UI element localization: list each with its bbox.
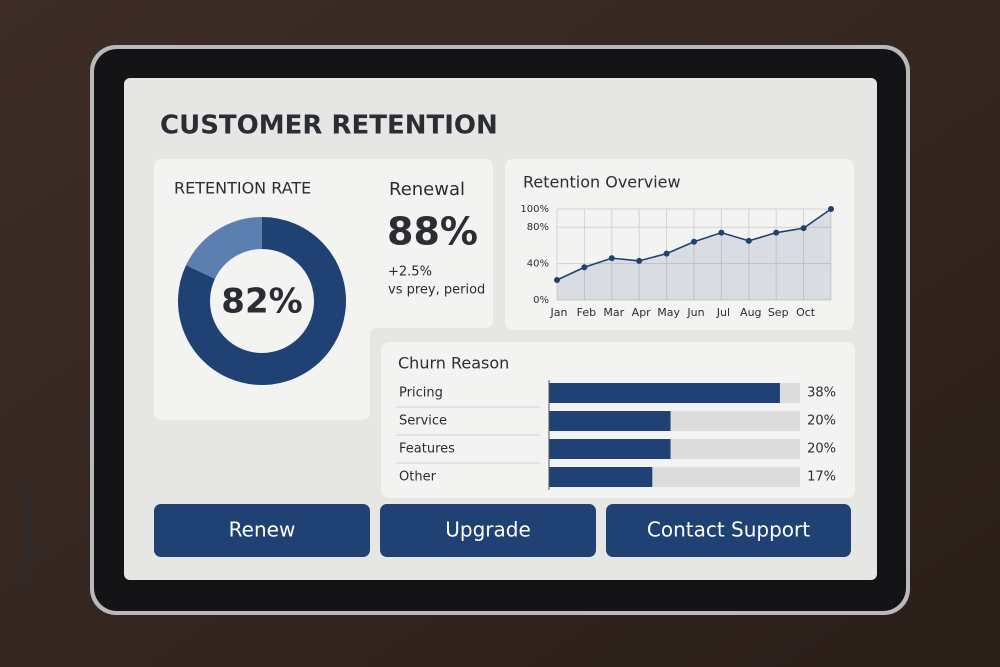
x-tick-label: Jan <box>550 306 568 319</box>
churn-label: Features <box>399 442 455 457</box>
y-tick-label: 0% <box>533 295 549 306</box>
overview-title: Retention Overview <box>523 173 681 192</box>
retention-value: 82% <box>221 282 302 322</box>
x-tick-label: Apr <box>632 306 652 319</box>
button-label[interactable]: Contact Support <box>647 518 810 542</box>
button-label[interactable]: Upgrade <box>445 518 531 542</box>
y-tick-label: 100% <box>520 204 549 215</box>
line-point <box>800 225 807 232</box>
button[interactable] <box>380 504 596 557</box>
x-tick-label: Feb <box>577 306 596 319</box>
y-tick-label: 80% <box>527 222 549 233</box>
renewal-value: 88% <box>387 210 478 254</box>
x-tick-label: Jul <box>716 306 730 319</box>
bar <box>549 467 653 487</box>
churn-value: 17% <box>807 470 836 485</box>
donut-arc <box>178 217 346 385</box>
line-point <box>608 255 615 262</box>
overview-card <box>505 159 854 330</box>
line-point <box>691 238 697 245</box>
donut-rest <box>185 217 263 280</box>
x-tick-label: Oct <box>796 306 816 319</box>
line-area <box>557 209 831 300</box>
x-tick-label: Mar <box>603 306 624 319</box>
churn-value: 38% <box>807 386 836 401</box>
line-point <box>773 229 780 236</box>
line-point <box>718 229 725 236</box>
button[interactable] <box>154 504 370 557</box>
x-tick-label: Jun <box>686 306 704 319</box>
bar <box>549 439 671 459</box>
button-label[interactable]: Renew <box>229 518 296 542</box>
line-point <box>581 264 588 271</box>
churn-label: Pricing <box>399 386 443 401</box>
button[interactable] <box>606 504 851 557</box>
dashboard-title: CUSTOMER RETENTION <box>160 111 498 141</box>
retention-label: RETENTION RATE <box>174 179 311 198</box>
bar <box>549 411 671 431</box>
line-point <box>554 276 560 283</box>
churn-value: 20% <box>807 442 836 457</box>
churn-label: Other <box>399 470 437 485</box>
x-tick-label: May <box>657 306 680 319</box>
line-point <box>636 257 643 264</box>
line-point <box>828 206 834 212</box>
churn-value: 20% <box>807 414 836 429</box>
renewal-change: +2.5% <box>388 265 432 280</box>
churn-title: Churn Reason <box>398 354 509 373</box>
renewal-label: Renewal <box>389 179 465 200</box>
x-tick-label: Aug <box>740 306 761 319</box>
bar <box>549 383 780 403</box>
x-tick-label: Sep <box>768 306 789 319</box>
y-tick-label: 40% <box>527 259 549 270</box>
line-point <box>745 237 752 244</box>
line-point <box>663 250 670 257</box>
image-id: 1576044862 <box>19 492 37 587</box>
renewal-comparison: vs prey, period <box>388 283 485 298</box>
churn-label: Service <box>399 414 447 429</box>
